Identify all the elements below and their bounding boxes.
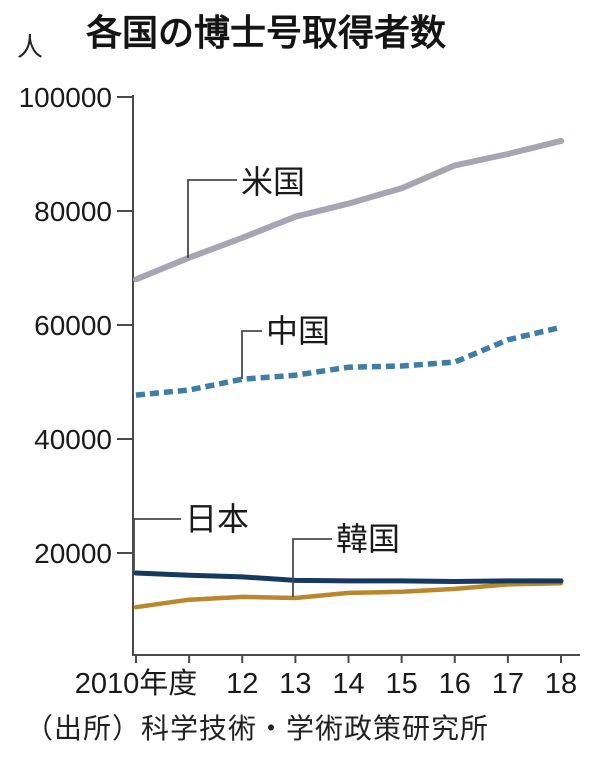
source-attribution: （出所）科学技術・学術政策研究所 [25, 713, 490, 744]
y-tick-label: 100000 [19, 82, 112, 113]
y-tick-label: 40000 [34, 424, 112, 455]
data-line-china [135, 324, 562, 398]
x-tick-label: 14 [332, 668, 364, 700]
y-tick-label: 60000 [34, 310, 112, 341]
y-tick-label: 20000 [34, 538, 112, 569]
label-connector-japan [133, 518, 181, 571]
data-line-japan [133, 570, 564, 584]
data-line-korea [133, 580, 564, 610]
label-connector-china [241, 330, 262, 379]
label-connector-korea [292, 538, 332, 597]
x-tick-label: 12 [226, 668, 258, 700]
data-line-us [133, 137, 564, 283]
series-label-us: 米国 [241, 164, 305, 200]
x-tick-label: 17 [492, 668, 524, 700]
x-tick-label: 15 [385, 668, 417, 700]
y-axis-unit-label: 人 [17, 32, 44, 62]
label-connector-us [187, 179, 237, 258]
series-label-japan: 日本 [185, 501, 249, 537]
x-tick-label: 18 [545, 668, 577, 700]
axes [132, 95, 580, 656]
series-label-korea: 韓国 [336, 521, 400, 557]
line-chart-canvas: 100000 80000 60000 40000 20000 2010年度 12 13 14 15… [19, 82, 580, 700]
x-tick-label: 16 [439, 668, 471, 700]
x-tick-label: 13 [279, 668, 311, 700]
x-tick-label: 2010年度 [75, 667, 198, 700]
chart-title: 各国の博士号取得者数 [86, 12, 447, 53]
y-tick-label: 80000 [34, 196, 112, 227]
series-label-china: 中国 [266, 313, 330, 349]
